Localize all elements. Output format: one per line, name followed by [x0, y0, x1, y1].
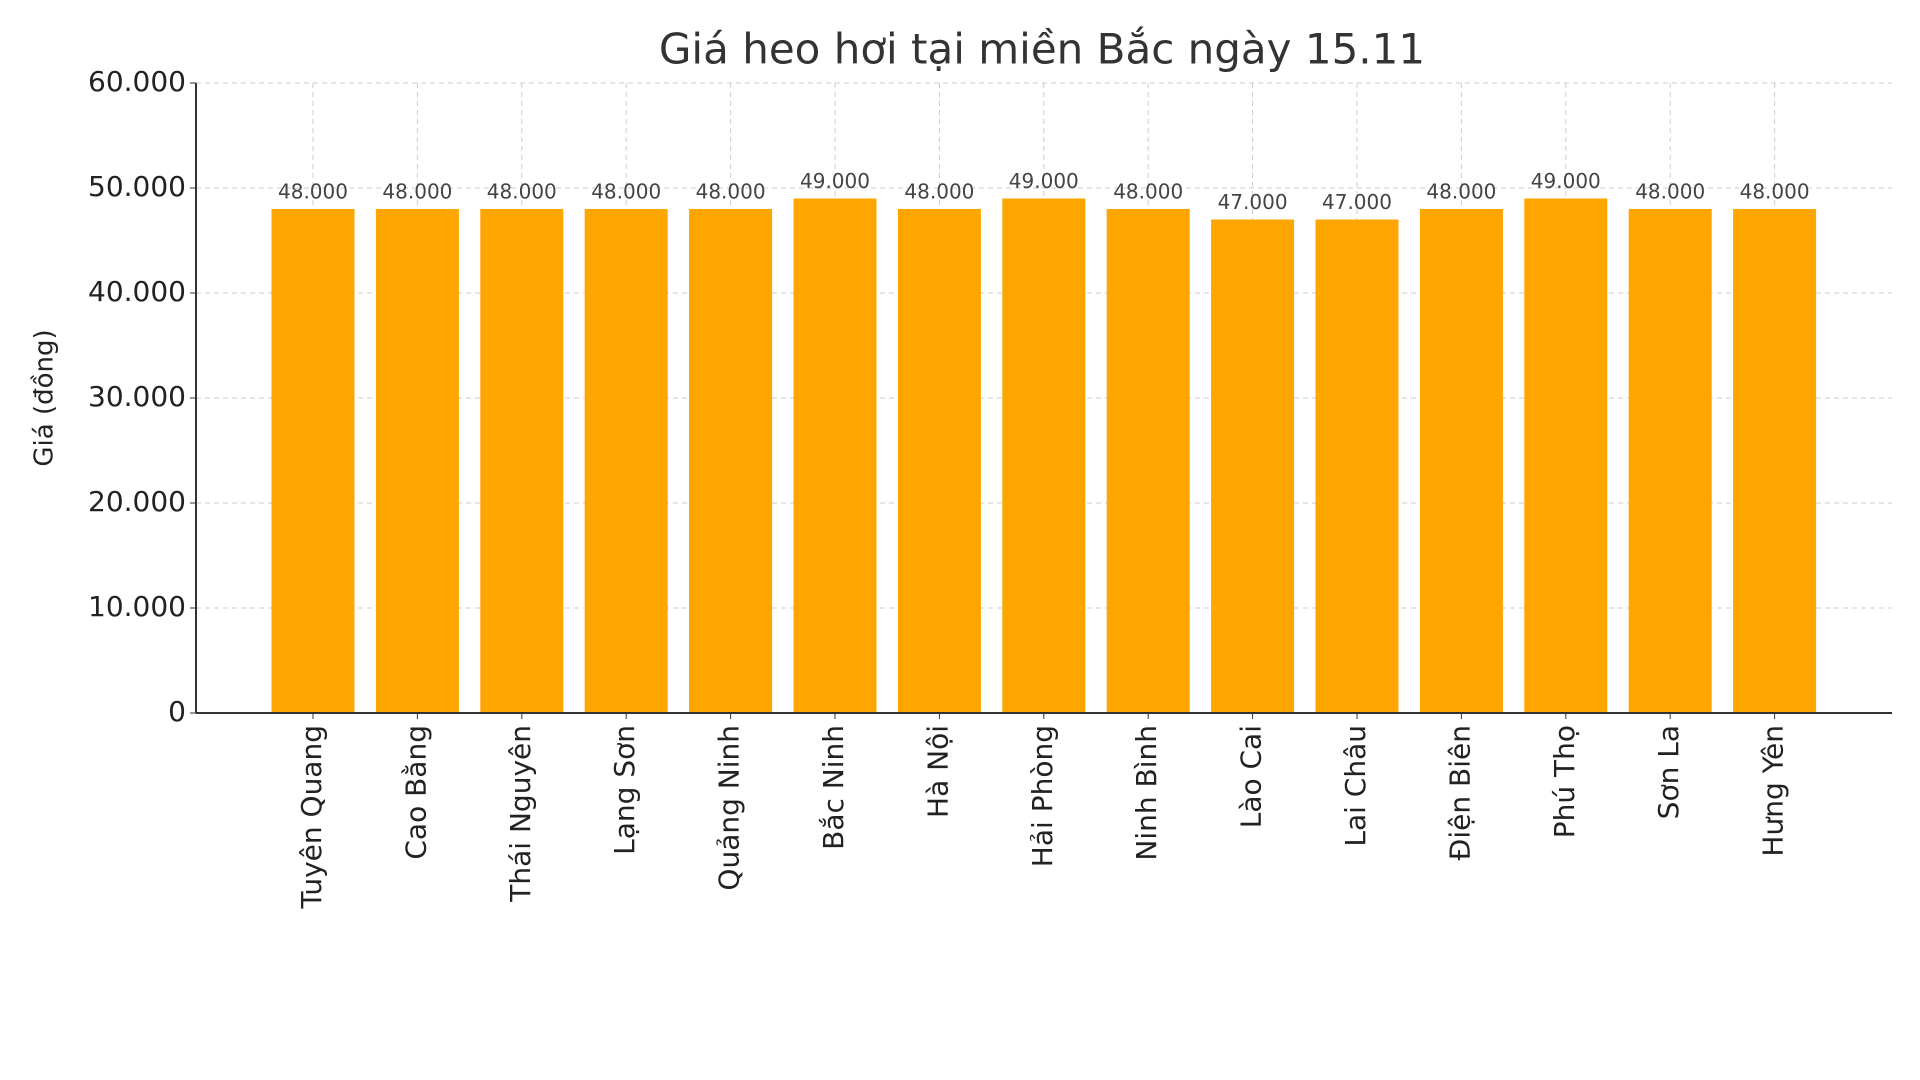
y-tick-label: 10.000 [88, 590, 186, 623]
bar [271, 209, 355, 713]
bar [1733, 209, 1817, 713]
bar [897, 209, 981, 713]
value-label: 49.000 [1531, 169, 1601, 193]
value-label: 48.000 [1740, 180, 1810, 204]
y-tick-label: 60.000 [88, 65, 186, 98]
chart-title: Giá heo hơi tại miền Bắc ngày 15.11 [659, 25, 1425, 74]
bar [584, 209, 668, 713]
x-tick-label: Điện Biên [1443, 725, 1476, 860]
bar [1315, 219, 1399, 713]
value-label: 48.000 [1426, 180, 1496, 204]
bar [1524, 198, 1608, 713]
value-label: 48.000 [591, 180, 661, 204]
bar [1106, 209, 1190, 713]
bar [1628, 209, 1712, 713]
y-axis-label: Giá (đồng) [30, 329, 60, 466]
x-tick-label: Bắc Ninh [817, 725, 850, 850]
y-tick-label: 20.000 [88, 485, 186, 518]
value-label: 48.000 [696, 180, 766, 204]
value-label: 48.000 [1113, 180, 1183, 204]
value-label: 49.000 [800, 169, 870, 193]
bar [480, 209, 564, 713]
x-tick-label: Quảng Ninh [713, 725, 746, 891]
y-tick-label: 0 [168, 695, 186, 728]
y-tick-label: 50.000 [88, 170, 186, 203]
value-label: 48.000 [904, 180, 974, 204]
x-tick-label: Lào Cai [1235, 725, 1268, 828]
bar [375, 209, 459, 713]
x-tick-label: Thái Nguyên [504, 725, 537, 903]
x-tick-label: Hải Phòng [1026, 725, 1059, 867]
bar [689, 209, 773, 713]
value-label: 47.000 [1322, 190, 1392, 214]
value-label: 49.000 [1009, 169, 1079, 193]
value-label: 48.000 [487, 180, 557, 204]
x-tick-label: Sơn La [1652, 725, 1685, 819]
x-tick-label: Hưng Yên [1757, 725, 1790, 857]
bar [1002, 198, 1086, 713]
x-tick-label: Hà Nội [921, 725, 954, 818]
x-tick-label: Lai Châu [1339, 725, 1372, 847]
x-tick-label: Cao Bằng [399, 725, 432, 860]
value-label: 47.000 [1218, 190, 1288, 214]
x-tick-label: Lạng Sơn [608, 725, 641, 855]
bar [1211, 219, 1295, 713]
y-tick-label: 30.000 [88, 380, 186, 413]
value-label: 48.000 [382, 180, 452, 204]
value-label: 48.000 [1635, 180, 1705, 204]
x-tick-label: Tuyên Quang [295, 725, 328, 910]
x-tick-label: Phú Thọ [1548, 725, 1581, 838]
bar [1419, 209, 1503, 713]
x-tick-label: Ninh Bình [1130, 725, 1163, 861]
y-tick-label: 40.000 [88, 275, 186, 308]
value-label: 48.000 [278, 180, 348, 204]
bar [793, 198, 877, 713]
